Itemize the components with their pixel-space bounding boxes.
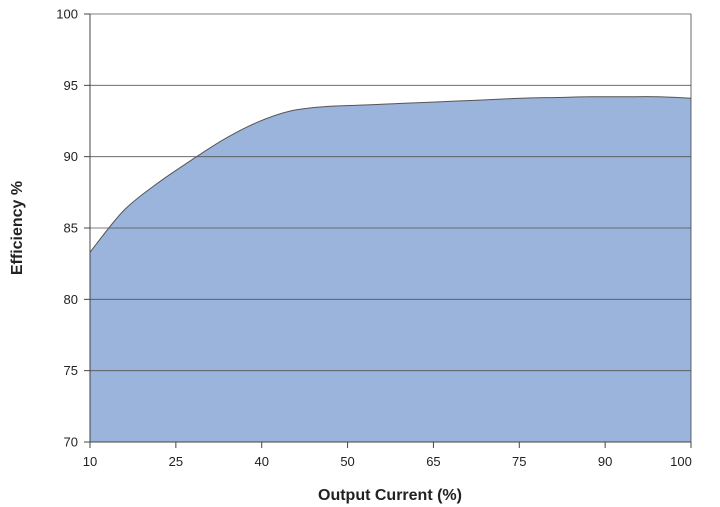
y-tick-label-80: 80 xyxy=(64,292,78,307)
y-tick-label-100: 100 xyxy=(56,7,78,22)
x-tick-label-65: 65 xyxy=(426,454,440,469)
x-tick-label-10: 10 xyxy=(83,454,97,469)
x-tick-label-40: 40 xyxy=(254,454,268,469)
y-tick-label-90: 90 xyxy=(64,149,78,164)
x-axis-title: Output Current (%) xyxy=(318,487,462,504)
x-tick-label-90: 90 xyxy=(598,454,612,469)
x-tick-label-100: 100 xyxy=(670,454,692,469)
x-tick-label-50: 50 xyxy=(340,454,354,469)
y-tick-label-75: 75 xyxy=(64,363,78,378)
x-tick-labels: 10 25 40 50 65 75 90 100 xyxy=(83,442,692,469)
x-tick-label-25: 25 xyxy=(169,454,183,469)
y-tick-label-70: 70 xyxy=(64,435,78,450)
efficiency-area xyxy=(90,96,691,442)
y-tick-label-85: 85 xyxy=(64,221,78,236)
area-layer xyxy=(89,96,692,442)
y-tick-label-95: 95 xyxy=(64,78,78,93)
efficiency-curve xyxy=(89,96,692,253)
y-tick-labels: 70 75 80 85 90 95 100 xyxy=(56,7,90,450)
x-tick-label-75: 75 xyxy=(512,454,526,469)
y-axis-title: Efficiency % xyxy=(9,181,26,275)
